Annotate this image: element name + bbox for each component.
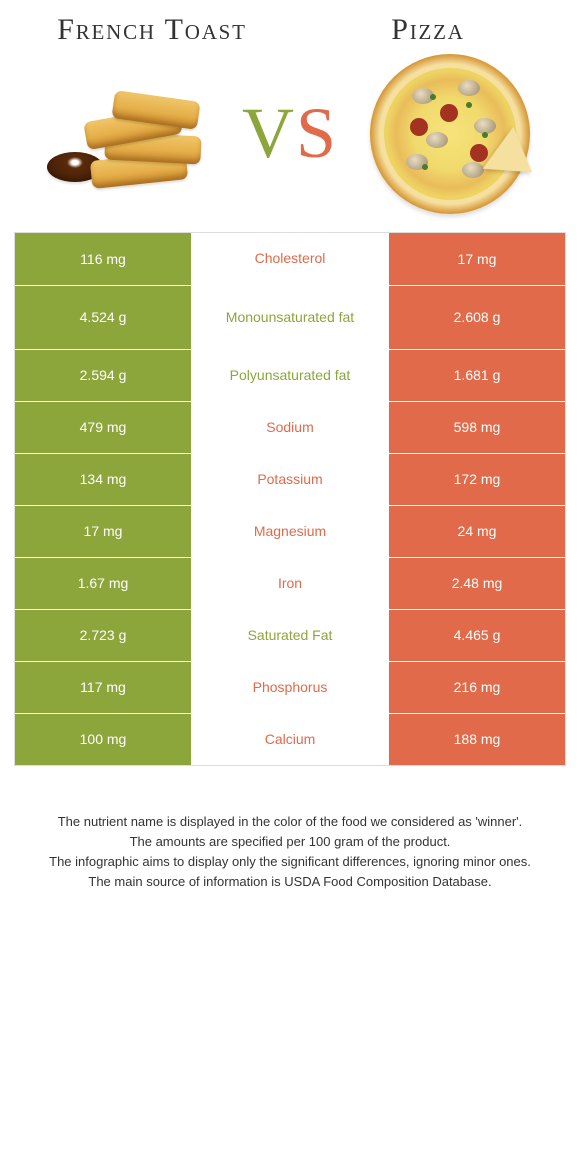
- comparison-table: 116 mgCholesterol17 mg4.524 gMonounsatur…: [14, 232, 566, 766]
- left-value: 2.723 g: [15, 610, 191, 661]
- nutrient-label: Cholesterol: [191, 233, 389, 285]
- left-value: 134 mg: [15, 454, 191, 505]
- french-toast-icon: [45, 74, 215, 194]
- right-value: 2.48 mg: [389, 558, 565, 609]
- vs-label: VS: [242, 92, 338, 175]
- right-value: 598 mg: [389, 402, 565, 453]
- right-value: 216 mg: [389, 662, 565, 713]
- footer-line-2: The amounts are specified per 100 gram o…: [42, 832, 538, 852]
- right-food-title: Pizza: [290, 10, 566, 46]
- footer-notes: The nutrient name is displayed in the co…: [14, 812, 566, 893]
- nutrient-label: Sodium: [191, 402, 389, 453]
- left-value: 1.67 mg: [15, 558, 191, 609]
- nutrient-label: Iron: [191, 558, 389, 609]
- table-row: 4.524 gMonounsaturated fat2.608 g: [15, 285, 565, 349]
- table-row: 1.67 mgIron2.48 mg: [15, 557, 565, 609]
- left-value: 116 mg: [15, 233, 191, 285]
- nutrient-label: Monounsaturated fat: [191, 286, 389, 349]
- table-row: 100 mgCalcium188 mg: [15, 713, 565, 765]
- table-row: 134 mgPotassium172 mg: [15, 453, 565, 505]
- table-row: 17 mgMagnesium24 mg: [15, 505, 565, 557]
- footer-line-4: The main source of information is USDA F…: [42, 872, 538, 892]
- left-food-image: [18, 64, 242, 204]
- nutrient-label: Magnesium: [191, 506, 389, 557]
- left-value: 100 mg: [15, 714, 191, 765]
- footer-line-3: The infographic aims to display only the…: [42, 852, 538, 872]
- right-value: 24 mg: [389, 506, 565, 557]
- nutrient-label: Potassium: [191, 454, 389, 505]
- right-value: 2.608 g: [389, 286, 565, 349]
- right-value: 17 mg: [389, 233, 565, 285]
- nutrient-label: Phosphorus: [191, 662, 389, 713]
- right-food-image: [338, 64, 562, 204]
- right-value: 1.681 g: [389, 350, 565, 401]
- footer-line-1: The nutrient name is displayed in the co…: [42, 812, 538, 832]
- header-titles: French Toast Pizza: [14, 10, 566, 46]
- right-value: 188 mg: [389, 714, 565, 765]
- table-row: 117 mgPhosphorus216 mg: [15, 661, 565, 713]
- right-value: 4.465 g: [389, 610, 565, 661]
- nutrient-label: Polyunsaturated fat: [191, 350, 389, 401]
- table-row: 2.723 gSaturated Fat4.465 g: [15, 609, 565, 661]
- left-value: 2.594 g: [15, 350, 191, 401]
- left-value: 479 mg: [15, 402, 191, 453]
- vs-s: S: [296, 92, 338, 175]
- table-row: 479 mgSodium598 mg: [15, 401, 565, 453]
- right-value: 172 mg: [389, 454, 565, 505]
- pizza-icon: [370, 54, 530, 214]
- table-row: 116 mgCholesterol17 mg: [15, 233, 565, 285]
- nutrient-label: Calcium: [191, 714, 389, 765]
- vs-v: V: [242, 92, 296, 175]
- hero-row: VS: [14, 64, 566, 204]
- nutrient-label: Saturated Fat: [191, 610, 389, 661]
- left-value: 17 mg: [15, 506, 191, 557]
- left-value: 117 mg: [15, 662, 191, 713]
- table-row: 2.594 gPolyunsaturated fat1.681 g: [15, 349, 565, 401]
- left-value: 4.524 g: [15, 286, 191, 349]
- left-food-title: French Toast: [14, 10, 290, 46]
